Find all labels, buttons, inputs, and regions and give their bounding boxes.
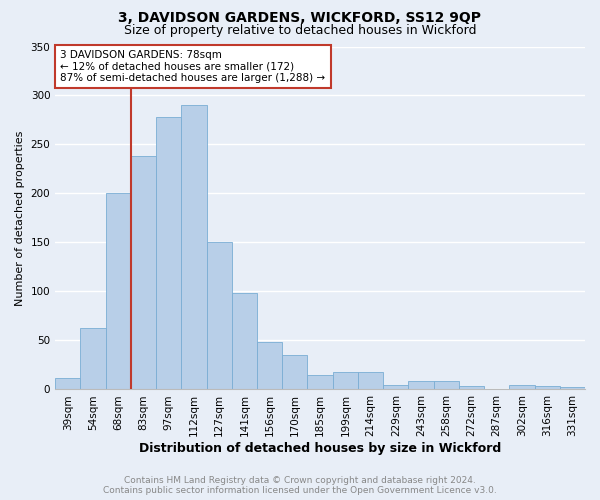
Bar [232,294,257,390]
Y-axis label: Number of detached properties: Number of detached properties [15,130,25,306]
Bar [535,386,560,390]
Text: Contains HM Land Registry data © Crown copyright and database right 2024.
Contai: Contains HM Land Registry data © Crown c… [103,476,497,495]
Bar [383,384,409,390]
Text: 3 DAVIDSON GARDENS: 78sqm
← 12% of detached houses are smaller (172)
87% of semi: 3 DAVIDSON GARDENS: 78sqm ← 12% of detac… [61,50,326,83]
Bar [55,378,80,390]
Text: 3, DAVIDSON GARDENS, WICKFORD, SS12 9QP: 3, DAVIDSON GARDENS, WICKFORD, SS12 9QP [119,11,482,25]
Bar [257,342,282,390]
Bar [80,328,106,390]
Bar [434,380,459,390]
Bar [282,355,307,390]
Bar [106,194,131,390]
Bar [332,372,358,390]
Bar [131,156,156,390]
Bar [358,372,383,390]
Text: Size of property relative to detached houses in Wickford: Size of property relative to detached ho… [124,24,476,37]
Bar [409,380,434,390]
Bar [560,386,585,390]
Bar [509,384,535,390]
Bar [459,386,484,390]
X-axis label: Distribution of detached houses by size in Wickford: Distribution of detached houses by size … [139,442,501,455]
Bar [156,117,181,390]
Bar [307,375,332,390]
Bar [181,106,206,390]
Bar [206,242,232,390]
